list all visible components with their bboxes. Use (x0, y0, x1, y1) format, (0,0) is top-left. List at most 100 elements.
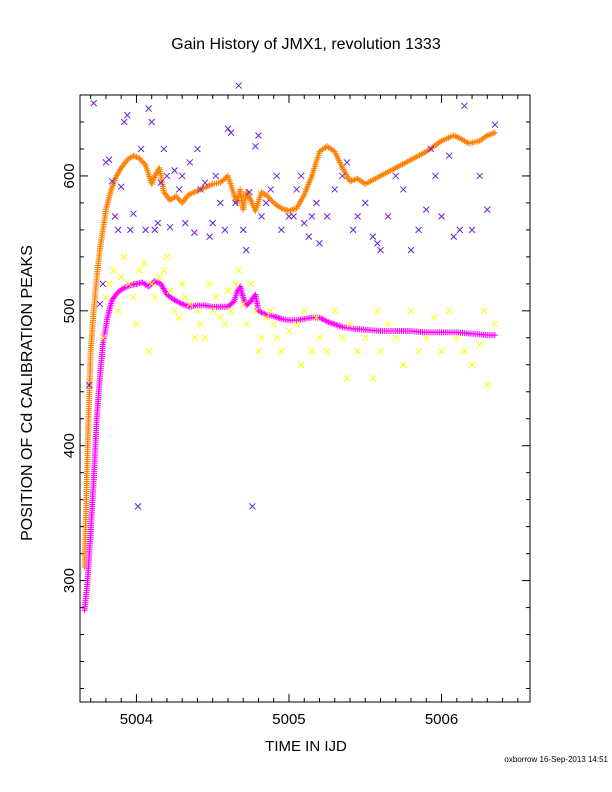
plot-frame (79, 94, 531, 703)
data-point (476, 341, 484, 348)
data-point (96, 300, 104, 308)
data-point (166, 223, 174, 231)
data-point (227, 129, 235, 137)
data-point (117, 273, 125, 281)
data-point (148, 280, 156, 288)
data-point (148, 118, 156, 126)
data-point (427, 145, 435, 153)
data-point (308, 213, 316, 220)
data-point (430, 314, 438, 321)
data-point (339, 172, 346, 180)
data-point (151, 226, 159, 234)
data-point (491, 121, 499, 129)
data-point (273, 334, 281, 342)
data-point (349, 226, 357, 234)
data-point (255, 347, 262, 355)
data-point (227, 307, 235, 315)
y-tick-label: 600 (61, 163, 78, 188)
data-point (108, 177, 116, 185)
data-point (102, 293, 110, 301)
data-point (201, 179, 209, 187)
data-point (450, 233, 458, 240)
data-point (178, 280, 186, 288)
data-point (468, 361, 476, 369)
data-point (186, 300, 194, 308)
x-tick-label: 5004 (120, 711, 153, 728)
data-point (242, 246, 250, 254)
data-point (171, 167, 178, 174)
data-point (125, 280, 133, 288)
data-point (105, 280, 113, 288)
data-point (136, 267, 143, 274)
data-point (197, 320, 204, 328)
data-point (145, 105, 152, 112)
data-point (422, 334, 430, 342)
data-point (181, 293, 189, 301)
data-point (354, 213, 361, 220)
data-point (191, 334, 198, 342)
data-point (99, 280, 107, 288)
data-point (178, 172, 186, 180)
data-point (346, 320, 354, 328)
data-point (331, 186, 339, 193)
data-point (117, 183, 125, 191)
data-point (163, 253, 171, 261)
data-point (445, 152, 453, 160)
data-point (155, 273, 163, 281)
data-point (134, 503, 142, 510)
data-point (400, 361, 407, 369)
data-point (339, 334, 346, 342)
data-point (194, 145, 201, 153)
data-point (154, 279, 161, 286)
data-point (461, 347, 468, 355)
data-point (461, 102, 468, 110)
data-point (293, 320, 300, 328)
data-point (212, 172, 220, 180)
data-point (262, 199, 270, 207)
data-point (105, 156, 113, 164)
data-point (247, 280, 255, 288)
data-point (384, 213, 392, 220)
data-point (206, 280, 214, 288)
data-point (267, 307, 275, 315)
data-point (133, 320, 140, 328)
x-tick-label: 5006 (425, 711, 458, 728)
data-point (85, 381, 93, 389)
data-point (297, 361, 305, 369)
data-point (206, 233, 214, 240)
data-point (308, 347, 316, 355)
data-point (245, 188, 253, 196)
data-point (369, 374, 377, 382)
data-point (483, 206, 491, 214)
data-point (316, 240, 323, 247)
data-point (194, 307, 201, 315)
data-point (114, 226, 122, 234)
data-point (239, 226, 247, 234)
y-tick-label: 300 (61, 568, 78, 593)
data-point (456, 226, 464, 234)
data-point (290, 213, 297, 220)
data-point (209, 219, 217, 227)
data-point (361, 199, 369, 207)
data-point (216, 199, 224, 207)
data-point (130, 210, 137, 218)
data-point (361, 334, 369, 342)
data-point (384, 320, 392, 328)
data-point (252, 307, 259, 315)
data-point (235, 267, 242, 274)
data-point (160, 267, 168, 274)
data-point (191, 229, 198, 236)
x-axis-label: TIME IN IJD (265, 738, 347, 755)
data-point (232, 280, 239, 288)
data-point (273, 172, 281, 180)
data-point (114, 307, 122, 315)
data-point (258, 213, 265, 220)
data-point (110, 267, 117, 274)
data-point (175, 314, 183, 321)
data-point (163, 172, 171, 180)
data-point (445, 307, 453, 315)
data-point (343, 374, 351, 382)
data-point (305, 233, 313, 240)
data-point (175, 186, 183, 193)
